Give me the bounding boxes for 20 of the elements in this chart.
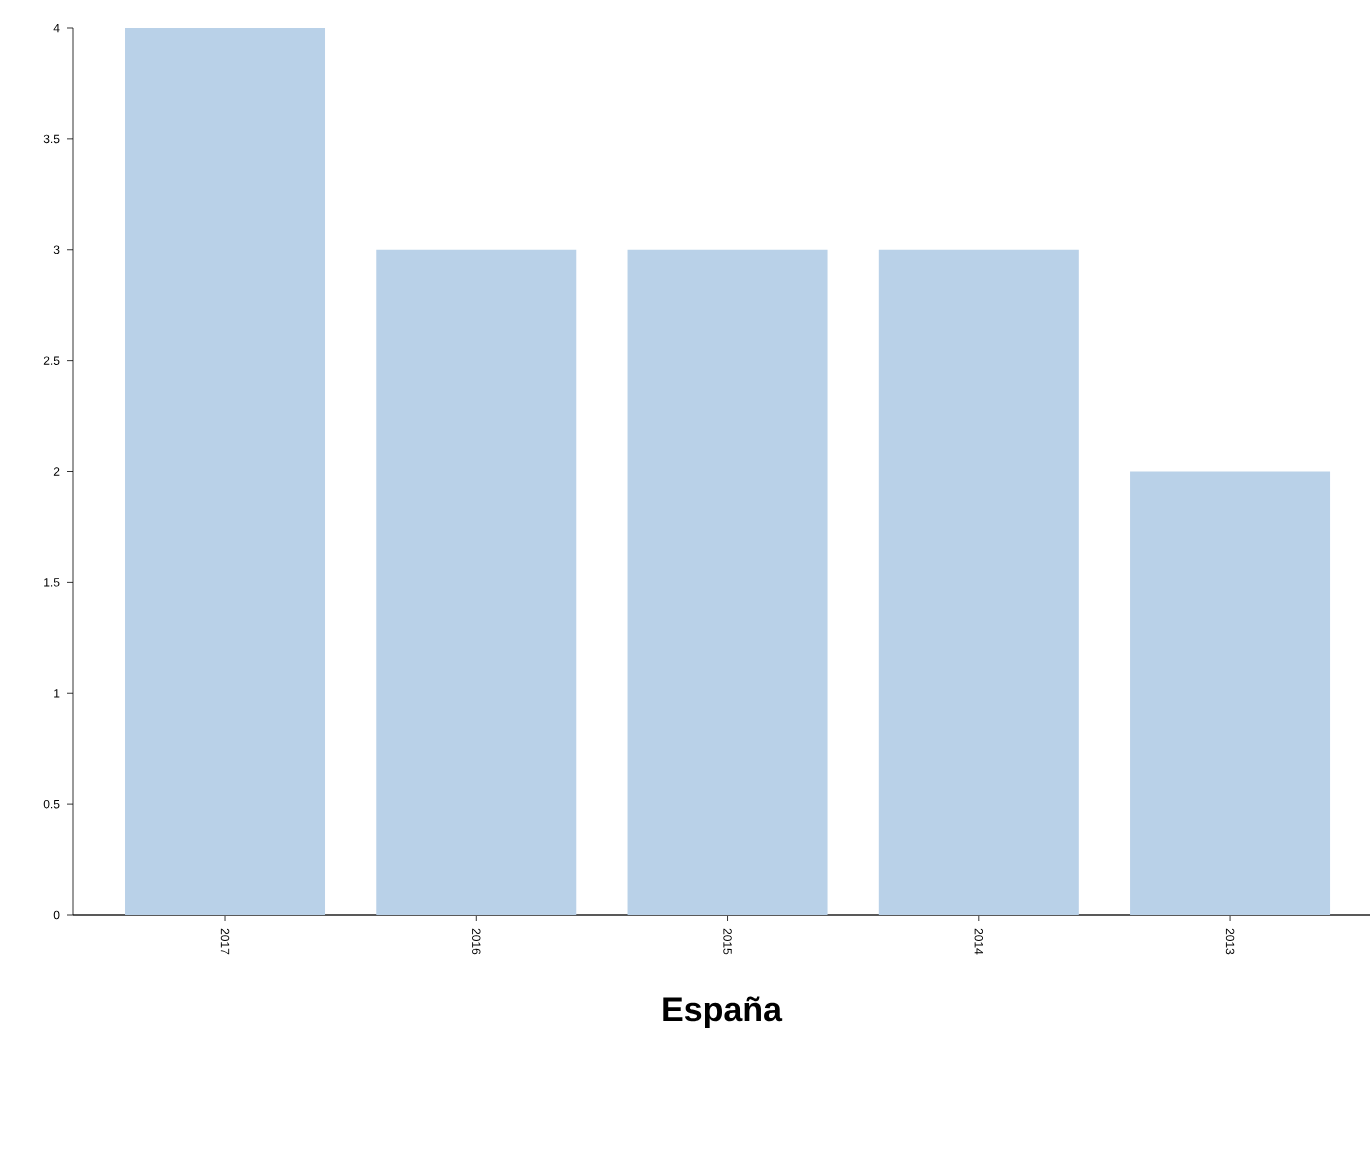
y-tick-label: 3.5	[43, 134, 60, 144]
bar	[1130, 471, 1331, 916]
x-tick-label: 2016	[472, 928, 481, 955]
bar	[627, 249, 828, 916]
x-axis-title: España	[663, 996, 783, 1029]
bar	[376, 249, 577, 916]
x-tick-label: 2015	[723, 928, 732, 955]
y-tick-label: 1.5	[44, 578, 60, 587]
y-tick-label: 1	[54, 689, 60, 698]
y-tick-label: 0.5	[43, 799, 60, 809]
y-tick-label: 3	[53, 245, 60, 254]
x-tick-label: 2013	[1225, 928, 1235, 955]
y-tick-label: 2.5	[43, 356, 60, 365]
bar	[878, 249, 1079, 916]
y-tick-label: 0	[53, 910, 60, 920]
bar	[125, 28, 326, 916]
y-tick-label: 2	[53, 467, 60, 476]
x-tick-label: 2014	[974, 928, 984, 955]
y-tick-label: 4	[53, 23, 60, 33]
x-tick-label: 2017	[220, 928, 230, 955]
